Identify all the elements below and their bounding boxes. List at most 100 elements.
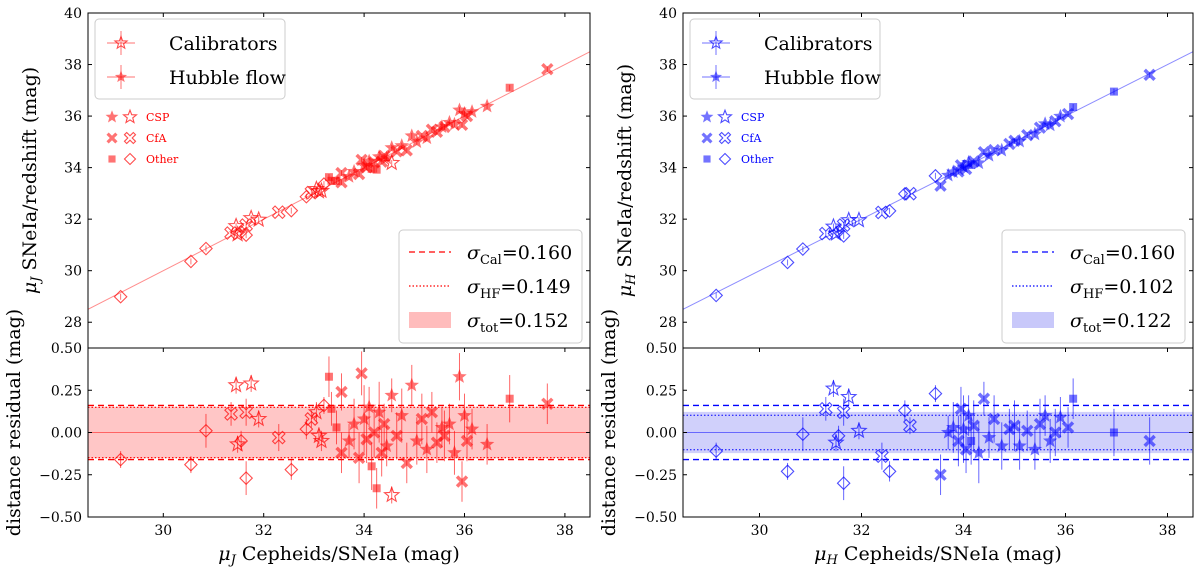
other-marker	[795, 242, 810, 256]
residual-tick-label: 0.00	[51, 426, 82, 442]
calibrator-residual	[227, 376, 245, 394]
other-marker	[324, 372, 333, 381]
legend-hubble-flow: Hubble flow	[169, 67, 287, 89]
survey-other-open	[123, 152, 137, 166]
survey-other-filled	[703, 155, 711, 163]
hubble-flow-residual	[1012, 422, 1027, 470]
calibrator-point	[271, 205, 286, 220]
residual-tick-label: 0.50	[51, 341, 82, 357]
calibrator-residual	[709, 442, 724, 460]
hubble-flow-point	[971, 155, 987, 170]
csp-marker	[394, 138, 409, 152]
other-marker	[367, 462, 376, 471]
csp-marker	[452, 102, 467, 117]
other-marker	[199, 423, 213, 438]
sigma-eq: =	[1101, 310, 1117, 332]
y-tick-label: 32	[659, 212, 677, 228]
x-tick-label: 36	[456, 523, 474, 539]
residual-axis-label: distance residual (mag)	[3, 309, 25, 536]
y-tick-label: 34	[659, 161, 677, 177]
hubble-flow-residual	[367, 442, 376, 490]
csp-marker	[384, 387, 399, 402]
y-tick-label: 32	[64, 212, 82, 228]
calibrator-point	[780, 255, 795, 270]
other-marker	[199, 241, 213, 256]
calibrator-residual	[234, 430, 249, 452]
csp-marker	[341, 433, 357, 448]
csp-marker	[464, 421, 480, 436]
calibrator-residual	[827, 433, 845, 452]
calibrator-residual	[271, 424, 286, 452]
calibrator-residual	[850, 421, 868, 440]
y-label-rest: SNeIa/redshift (mag)	[19, 67, 41, 277]
hubble-flow-point	[1069, 103, 1078, 112]
hubble-flow-residual	[1109, 408, 1118, 457]
csp-marker	[1042, 433, 1058, 448]
legend-main: Calibrators Hubble flow	[689, 18, 882, 100]
csp-marker	[442, 416, 457, 431]
legend-box	[94, 18, 286, 100]
cfa-marker	[378, 417, 391, 431]
calibrator-point	[903, 186, 917, 201]
legend-sigma-label: σHF=0.149	[467, 276, 571, 302]
cfa-marker	[335, 176, 348, 189]
csp-marker	[379, 438, 394, 453]
other-marker	[299, 189, 314, 204]
csp-marker	[242, 374, 260, 391]
other-marker	[780, 255, 795, 270]
calibrator-residual	[113, 451, 128, 468]
hubble-flow-residual	[981, 417, 997, 458]
cfa-marker	[954, 402, 968, 416]
other-marker	[505, 83, 514, 92]
cfa-marker	[959, 443, 973, 456]
cfa-marker	[271, 205, 286, 220]
chart-panel-h: 30 32 34 36 38 28 30 32 34 36 38 40 −0.50 −0.25 0.00 0.…	[598, 6, 1194, 568]
hubble-flow-residual	[415, 393, 428, 445]
calibrator-residual	[874, 442, 889, 470]
hubble-flow-residual	[940, 415, 956, 450]
cfa-marker	[239, 405, 254, 420]
calibrator-residual	[249, 409, 268, 428]
other-marker	[372, 165, 381, 174]
csp-marker	[1012, 438, 1027, 453]
hubble-flow-residual	[332, 410, 341, 445]
calibrator-residual	[199, 413, 213, 448]
legend-sigma-label: σCal=0.160	[467, 242, 572, 268]
csp-marker	[379, 150, 394, 165]
survey-label-other: Other	[146, 153, 179, 166]
hubble-flow-residual	[1042, 418, 1058, 463]
cfa-marker	[355, 367, 368, 380]
sigma-symbol: σ	[1070, 242, 1084, 264]
y-tick-label: 34	[64, 161, 82, 177]
x-axis-label: μJ Cepheids/SNeIa (mag)	[218, 543, 460, 568]
sigma-symbol: σ	[1070, 276, 1084, 298]
hubble-flow-point	[400, 144, 413, 157]
y-axis-label: μH SNeIa/redshift (mag)	[614, 64, 639, 297]
csp-marker	[227, 376, 245, 393]
x-tick-label: 32	[853, 523, 871, 539]
other-marker	[836, 476, 851, 491]
hubble-flow-residual	[541, 383, 554, 425]
csp-marker	[946, 164, 961, 179]
y-tick-label: 30	[64, 264, 82, 280]
calibrator-residual	[882, 461, 897, 482]
y-tick-label: 28	[659, 315, 677, 331]
calibrator-residual	[299, 418, 314, 440]
csp-marker	[228, 435, 247, 452]
cfa-marker	[271, 430, 286, 445]
legend-sigma-label: σtot=0.122	[1070, 310, 1172, 336]
chart-panel-j: 30 32 34 36 38 28 30 32 34 36 38 40 −0.50 −0.25 0.00 0.…	[3, 6, 591, 568]
calibrator-residual	[795, 417, 810, 452]
other-marker	[928, 386, 943, 401]
calibrator-residual	[836, 398, 851, 426]
csp-marker	[434, 419, 450, 434]
hubble-flow-residual	[438, 410, 451, 462]
hubble-flow-point	[1109, 87, 1118, 96]
calibrator-residual	[903, 417, 917, 435]
hubble-flow-residual	[464, 408, 480, 450]
hubble-flow-point	[335, 176, 348, 189]
hubble-flow-residual	[352, 432, 366, 484]
other-marker	[967, 436, 976, 445]
y-tick-label: 30	[659, 264, 677, 280]
hubble-flow-residual	[1069, 378, 1078, 419]
